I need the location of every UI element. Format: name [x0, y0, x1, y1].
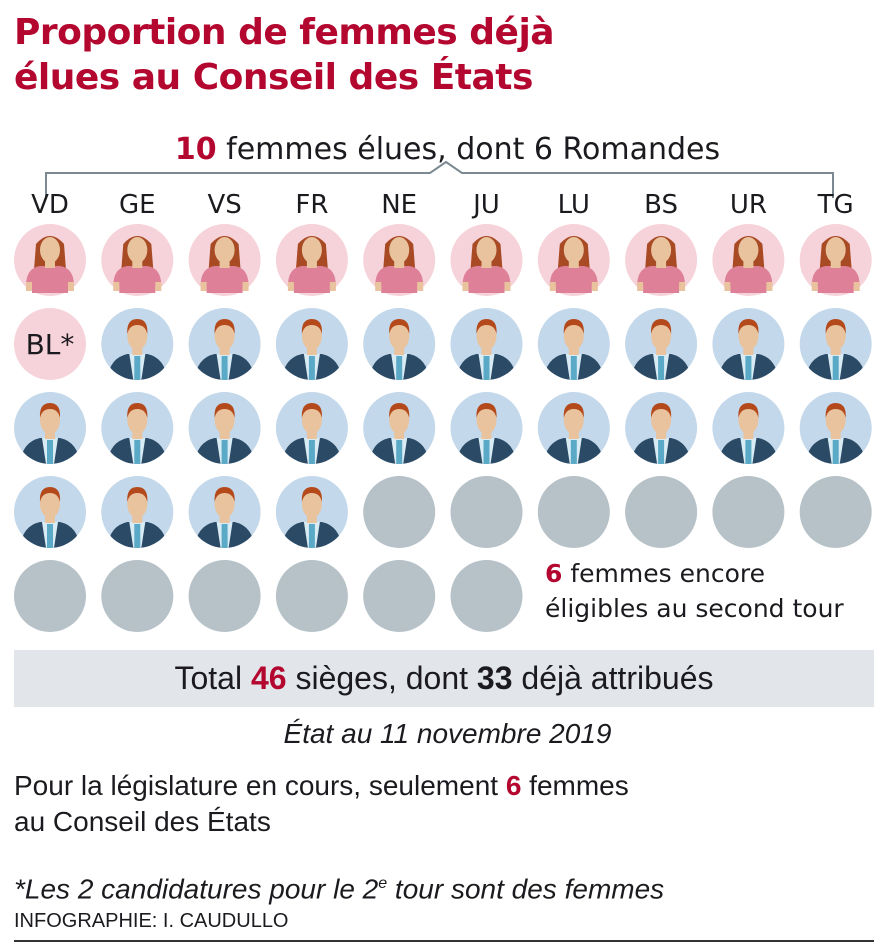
seat-woman-0-3	[275, 224, 348, 296]
legis-line-2: au Conseil des États	[14, 806, 271, 837]
seat-empty-3-9	[799, 476, 872, 548]
seat-empty-3-8	[712, 476, 785, 548]
seat-man-1-1	[101, 308, 174, 380]
footnote: *Les 2 candidatures pour le 2e tour sont…	[14, 866, 664, 907]
title-line-1: Proportion de femmes déjà	[14, 12, 555, 53]
seat-man-2-0	[14, 392, 86, 464]
seat-man-2-4	[363, 392, 436, 464]
seat-grid: BL*	[14, 224, 872, 632]
legislature-note: Pour la législature en cours, seulement …	[14, 768, 629, 840]
seat-man-3-0	[14, 476, 86, 548]
seat-woman-0-1	[101, 224, 174, 296]
women-count: 10	[174, 132, 217, 167]
eligible-line-2: éligibles au second tour	[545, 594, 844, 623]
canton-label-ur: UR	[729, 190, 767, 220]
seat-man-2-3	[275, 392, 348, 464]
pending-label: BL*	[26, 328, 75, 361]
seat-woman-0-7	[625, 224, 698, 296]
title-line-2: élues au Conseil des États	[14, 57, 533, 98]
seat-man-2-9	[799, 392, 872, 464]
canton-label-tg: TG	[817, 190, 854, 220]
footnote-post: tour sont des femmes	[387, 873, 665, 905]
legis-count: 6	[505, 770, 522, 801]
total-mid: sièges, dont	[286, 660, 477, 696]
seat-man-3-2	[188, 476, 261, 548]
seat-empty-4-2	[188, 560, 261, 632]
seat-man-1-4	[363, 308, 436, 380]
seat-woman-0-0	[14, 224, 86, 296]
seat-empty-3-6	[537, 476, 610, 548]
subtitle: 10 femmes élues, dont 6 Romandes	[0, 130, 895, 170]
total-bar: Total 46 sièges, dont 33 déjà attribués	[14, 650, 874, 707]
eligible-line-1: femmes encore	[562, 559, 765, 588]
seat-empty-3-7	[625, 476, 698, 548]
bracket-line	[45, 160, 834, 198]
seat-man-1-7	[625, 308, 698, 380]
total-seats: 46	[250, 660, 287, 696]
total-post: déjà attribués	[512, 660, 714, 696]
canton-label-lu: LU	[557, 190, 590, 220]
seat-man-1-2	[188, 308, 261, 380]
seat-woman-0-8	[712, 224, 785, 296]
seat-pending-BL-1-0: BL*	[14, 308, 86, 380]
seat-woman-0-2	[188, 224, 261, 296]
seats-attributed: 33	[476, 660, 513, 696]
seat-man-2-8	[712, 392, 785, 464]
footnote-pre: *Les 2 candidatures pour le 2	[14, 873, 379, 905]
canton-label-vd: VD	[31, 190, 69, 220]
legis-post: femmes	[521, 770, 629, 801]
seat-man-1-9	[799, 308, 872, 380]
seat-man-2-2	[188, 392, 261, 464]
eligible-note: 6 femmes encore éligibles au second tour	[545, 556, 844, 626]
seat-woman-0-4	[363, 224, 436, 296]
seat-man-2-1	[101, 392, 174, 464]
canton-label-bs: BS	[644, 190, 679, 220]
canton-label-ge: GE	[119, 190, 156, 220]
seat-empty-3-5	[450, 476, 523, 548]
seat-empty-4-1	[101, 560, 174, 632]
seat-woman-0-6	[537, 224, 610, 296]
canton-label-fr: FR	[295, 190, 329, 220]
seat-man-2-7	[625, 392, 698, 464]
seat-empty-4-3	[275, 560, 348, 632]
seat-man-1-6	[537, 308, 610, 380]
seat-man-3-3	[275, 476, 348, 548]
seat-man-2-5	[450, 392, 523, 464]
canton-label-ju: JU	[473, 190, 500, 220]
canton-label-ne: NE	[381, 190, 418, 220]
seat-empty-4-4	[363, 560, 436, 632]
seat-man-2-6	[537, 392, 610, 464]
footnote-sup: e	[378, 875, 388, 892]
credit: INFOGRAPHIE: I. CAUDULLO	[14, 910, 289, 932]
seat-empty-4-0	[14, 560, 86, 632]
seat-empty-3-4	[363, 476, 436, 548]
seat-man-1-3	[275, 308, 348, 380]
seat-man-1-8	[712, 308, 785, 380]
seat-man-1-5	[450, 308, 523, 380]
seat-empty-4-5	[450, 560, 523, 632]
date-note: État au 11 novembre 2019	[283, 718, 612, 749]
seat-woman-0-5	[450, 224, 523, 296]
chart-title: Proportion de femmes déjà élues au Consei…	[14, 10, 555, 100]
canton-label-vs: VS	[207, 190, 242, 220]
eligible-count: 6	[545, 559, 563, 588]
seat-woman-0-9	[799, 224, 872, 296]
subtitle-text: femmes élues, dont 6 Romandes	[216, 132, 721, 167]
seat-man-3-1	[101, 476, 174, 548]
total-pre: Total	[174, 660, 251, 696]
bottom-rule	[14, 940, 874, 942]
legis-pre: Pour la législature en cours, seulement	[14, 770, 506, 801]
